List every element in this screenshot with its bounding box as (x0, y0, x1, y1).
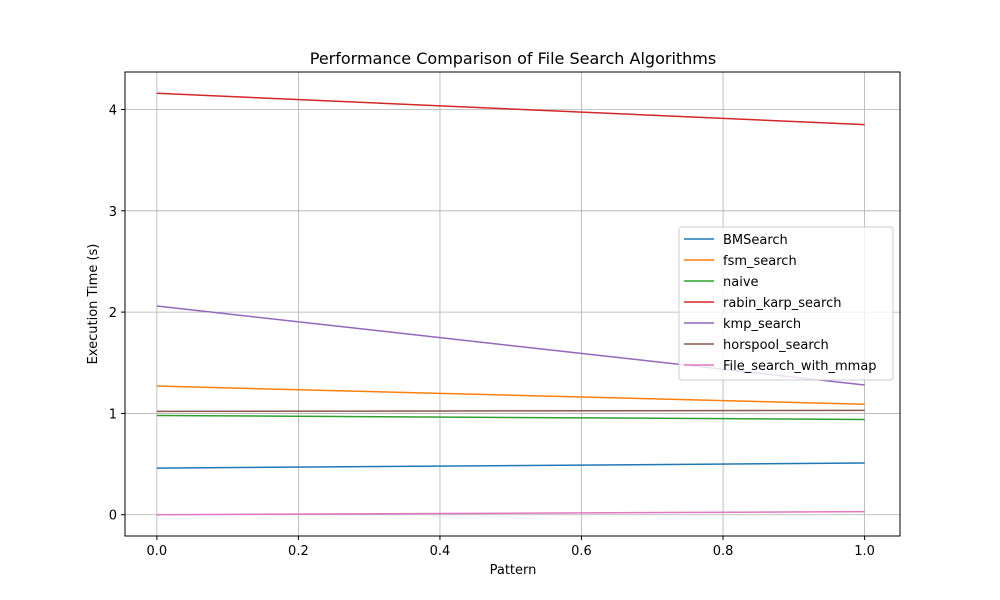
chart-title: Performance Comparison of File Search Al… (310, 49, 716, 68)
legend-label: BMSearch (723, 233, 788, 248)
y-tick-label: 0 (109, 509, 117, 524)
x-tick-label: 0.4 (430, 544, 451, 559)
series-line-fsm_search (156, 385, 865, 406)
x-tick-label: 0.6 (571, 544, 592, 559)
series-line-horspool_search (156, 409, 865, 413)
y-axis-label: Execution Time (s) (86, 244, 101, 365)
x-tick-label: 1.0 (854, 544, 875, 559)
y-tick-label: 1 (109, 407, 117, 422)
legend-label: naive (723, 275, 759, 290)
legend-label: fsm_search (723, 254, 797, 269)
x-tick-label: 0.0 (147, 544, 168, 559)
y-tick-label: 2 (109, 306, 117, 321)
legend-label: horspool_search (723, 338, 829, 353)
series-line-naive (156, 414, 865, 421)
x-tick-label: 0.2 (288, 544, 309, 559)
y-tick-label: 4 (109, 103, 117, 118)
y-tick-label: 3 (109, 205, 117, 220)
legend-label: File_search_with_mmap (723, 359, 877, 374)
x-axis-label: Pattern (490, 563, 537, 578)
legend-label: kmp_search (723, 317, 801, 332)
series-line-File_search_with_mmap (156, 510, 865, 516)
series-line-rabin_karp_search (156, 92, 865, 126)
x-tick-label: 0.8 (713, 544, 734, 559)
plot-frame (124, 71, 901, 537)
legend-label: rabin_karp_search (723, 296, 841, 311)
axis-ticks: 0.0 0.2 0.4 0.6 0.8 1.0 0 1 2 3 4 (109, 103, 875, 559)
legend-box (678, 226, 894, 381)
series-line-BMSearch (156, 462, 865, 469)
